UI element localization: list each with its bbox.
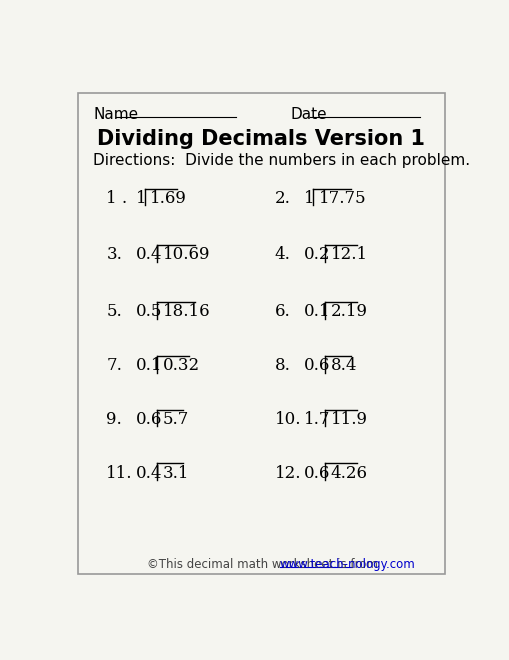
Text: 11.: 11.: [106, 465, 133, 482]
Text: 10.69: 10.69: [162, 246, 210, 263]
Text: 1 .: 1 .: [106, 190, 127, 207]
Text: 1: 1: [303, 190, 314, 207]
Text: ©This decimal math worksheet is from: ©This decimal math worksheet is from: [147, 558, 381, 571]
Text: 6.: 6.: [274, 303, 290, 320]
Text: 10.: 10.: [274, 411, 300, 428]
Text: 4.26: 4.26: [330, 465, 367, 482]
Text: 18.16: 18.16: [162, 303, 210, 320]
Text: 2.: 2.: [274, 190, 290, 207]
Text: 4.: 4.: [274, 246, 290, 263]
Text: 9.: 9.: [106, 411, 122, 428]
Text: 3.1: 3.1: [162, 465, 189, 482]
Text: 12.: 12.: [274, 465, 300, 482]
Text: 0.6: 0.6: [303, 357, 330, 374]
Text: 0.2: 0.2: [303, 246, 330, 263]
Text: 1: 1: [135, 190, 146, 207]
FancyBboxPatch shape: [77, 93, 444, 574]
Text: 8.: 8.: [274, 357, 290, 374]
Text: 5.7: 5.7: [162, 411, 188, 428]
Text: 12.1: 12.1: [330, 246, 367, 263]
Text: 1.69: 1.69: [150, 190, 187, 207]
Text: 8.4: 8.4: [330, 357, 356, 374]
Text: Dividing Decimals Version 1: Dividing Decimals Version 1: [97, 129, 425, 149]
Text: 0.1: 0.1: [135, 357, 162, 374]
Text: Directions:  Divide the numbers in each problem.: Directions: Divide the numbers in each p…: [93, 153, 469, 168]
Text: 0.32: 0.32: [162, 357, 199, 374]
Text: Date: Date: [290, 107, 326, 122]
Text: 0.6: 0.6: [135, 411, 162, 428]
Text: 0.6: 0.6: [303, 465, 330, 482]
Text: 17.75: 17.75: [318, 190, 365, 207]
Text: 1.7: 1.7: [303, 411, 330, 428]
Text: 2.19: 2.19: [330, 303, 367, 320]
Text: 0.4: 0.4: [135, 465, 162, 482]
Text: 7.: 7.: [106, 357, 122, 374]
Text: www.teach-nology.com: www.teach-nology.com: [279, 558, 415, 571]
Text: 0.1: 0.1: [303, 303, 330, 320]
Text: 0.4: 0.4: [135, 246, 162, 263]
Text: 3.: 3.: [106, 246, 122, 263]
Text: 5.: 5.: [106, 303, 122, 320]
Text: 0.5: 0.5: [135, 303, 162, 320]
Text: Name: Name: [93, 107, 138, 122]
Text: 11.9: 11.9: [330, 411, 367, 428]
